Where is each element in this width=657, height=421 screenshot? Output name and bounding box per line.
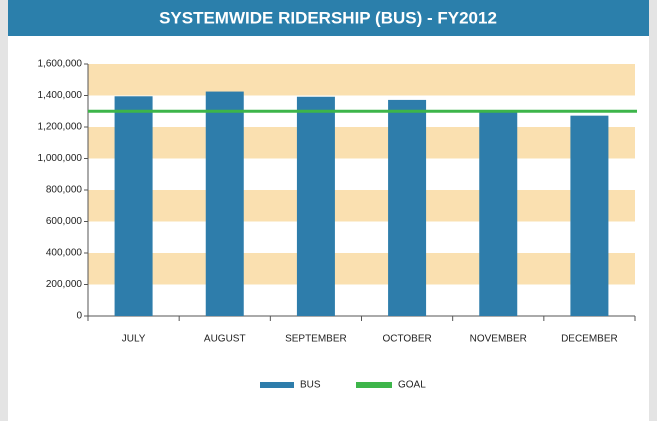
header [8,0,649,36]
legend-swatch [260,382,294,388]
x-tick-label: OCTOBER [382,334,431,345]
y-tick-label: 1,600,000 [38,59,83,70]
bar [479,112,518,316]
legend-swatch [356,382,392,388]
legend-label: BUS [300,380,321,391]
x-tick-label: SEPTEMBER [285,334,347,345]
y-tick-label: 1,400,000 [38,90,83,101]
background-band [88,190,635,222]
chart-title: SYSTEMWIDE RIDERSHIP (BUS) - FY2012 [159,8,497,27]
x-tick-label: JULY [122,334,146,345]
y-tick-label: 1,200,000 [38,122,83,133]
y-tick-label: 800,000 [46,185,83,196]
y-tick-label: 1,000,000 [38,153,83,164]
x-tick-label: AUGUST [204,334,246,345]
bar [388,99,427,316]
x-tick-label: DECEMBER [561,334,618,345]
bar [114,96,153,316]
bar [570,115,609,316]
y-tick-label: 0 [76,311,82,322]
background-band [88,127,635,159]
y-tick-label: 200,000 [46,279,83,290]
legend-label: GOAL [398,380,426,391]
bar [296,96,335,316]
background-band [88,64,635,96]
x-tick-label: NOVEMBER [470,334,527,345]
y-tick-label: 600,000 [46,216,83,227]
bar [205,91,244,316]
y-tick-label: 400,000 [46,248,83,259]
background-band [88,253,635,285]
